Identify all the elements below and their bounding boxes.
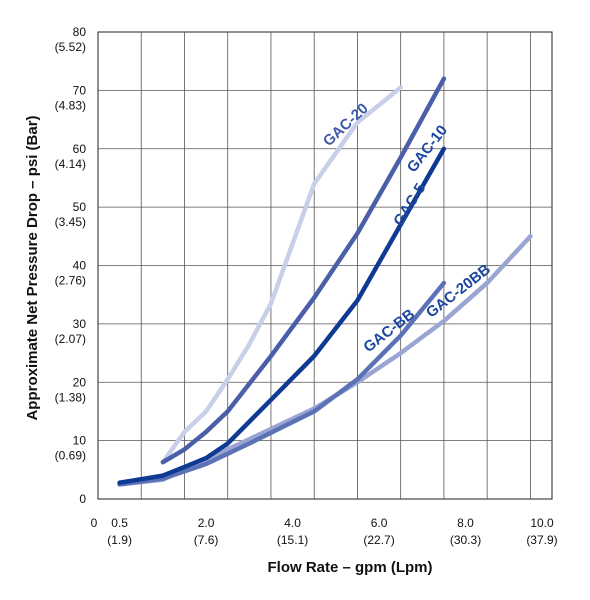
y-axis-title: Approximate Net Pressure Drop – psi (Bar… [24,115,41,420]
x-tick-sublabel: (30.3) [450,533,481,547]
y-tick-labels: 0 10(0.69) 20(1.38) 30(2.07) 40(2.76) 50(3.45… [55,25,87,506]
y-tick-label: 60 [73,142,87,156]
x-tick-sublabel: (22.7) [363,533,394,547]
series-line-gac-20 [160,85,403,465]
x-axis-title: Flow Rate – gpm (Lpm) [268,559,433,576]
x-tick-sublabel: (7.6) [194,533,219,547]
y-tick-sublabel: (3.45) [55,215,86,229]
series-label-gac-5: GAC-5 [390,180,429,229]
x-tick-label: 0.5 [111,516,128,530]
y-tick-label: 10 [73,434,87,448]
x-tick-label: 6.0 [371,516,388,530]
x-tick-labels: 0 0.5 (1.9) 2.0 (7.6) 4.0 (15.1) 6.0 (22.7) 8.0 (3… [91,516,558,547]
y-tick-label: 30 [73,317,87,331]
x-tick-label: 2.0 [198,516,215,530]
x-tick-label: 10.0 [530,516,554,530]
y-tick-label: 70 [73,83,87,97]
y-tick-sublabel: (0.69) [55,449,86,463]
y-tick-label: 0 [79,492,86,506]
y-tick-label: 40 [73,259,87,273]
y-tick-sublabel: (2.07) [55,332,86,346]
x-tick-zero-label: 0 [91,516,98,530]
series-line-gac-5 [117,146,447,485]
y-tick-sublabel: (4.14) [55,157,86,171]
x-tick-label: 4.0 [284,516,301,530]
series-line-gac-10 [160,76,447,465]
chart-series [117,76,533,487]
series-line-gac-bb [117,280,447,487]
y-tick-sublabel: (2.76) [55,274,86,288]
y-tick-sublabel: (4.83) [55,98,86,112]
x-tick-sublabel: (37.9) [526,533,557,547]
x-tick-sublabel: (1.9) [107,533,132,547]
y-tick-label: 50 [73,200,87,214]
y-tick-label: 80 [73,25,87,39]
x-tick-sublabel: (15.1) [277,533,308,547]
y-tick-label: 20 [73,375,87,389]
series-label-gac-20bb: GAC-20BB [423,261,494,322]
y-tick-sublabel: (5.52) [55,40,86,54]
y-tick-sublabel: (1.38) [55,390,86,404]
chart-grid [97,31,553,500]
x-tick-label: 8.0 [457,516,474,530]
